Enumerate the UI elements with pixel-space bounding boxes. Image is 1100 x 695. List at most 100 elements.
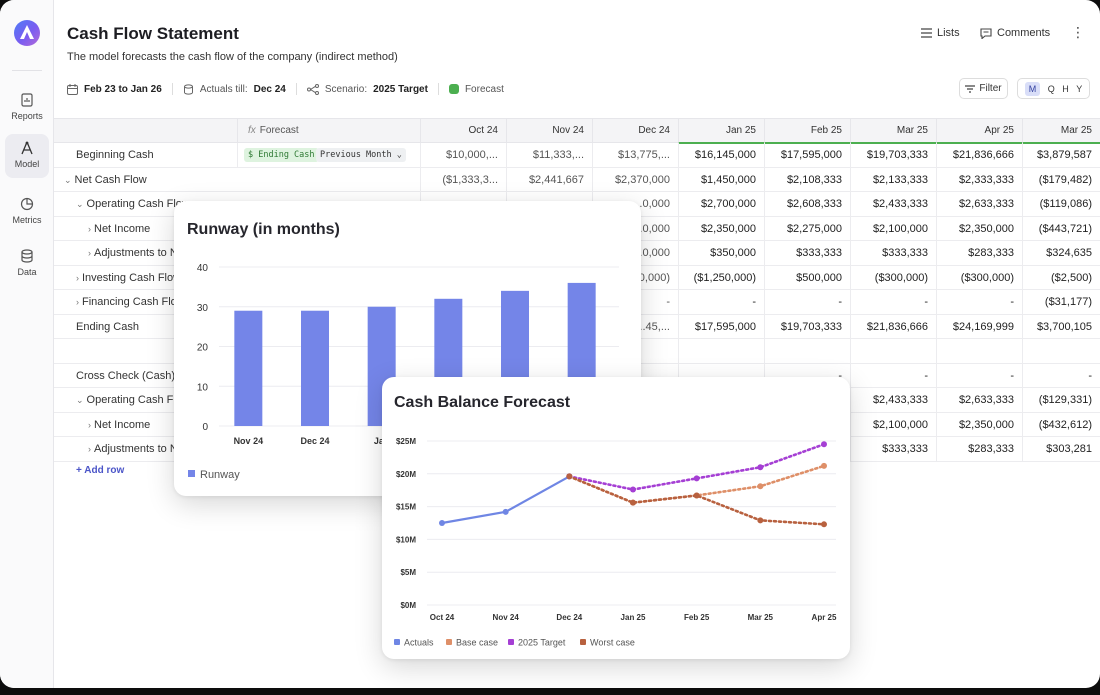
table-cell[interactable]: $283,333: [936, 241, 1022, 265]
nav-metrics[interactable]: Metrics: [5, 190, 49, 234]
formula-function-chip[interactable]: Previous Month ⌄: [316, 148, 406, 162]
data-point[interactable]: [566, 473, 573, 480]
row-label[interactable]: › Net Income: [88, 217, 150, 241]
formula-ref-chip[interactable]: $ Ending Cash: [244, 148, 319, 162]
nav-model[interactable]: Model: [5, 134, 49, 178]
table-cell[interactable]: $2,441,667: [506, 167, 592, 192]
table-cell[interactable]: $2,100,000: [850, 412, 936, 437]
col-header[interactable]: Nov 24: [506, 119, 592, 143]
table-cell[interactable]: $350,000: [678, 241, 764, 265]
table-cell[interactable]: ($432,612): [1022, 412, 1100, 437]
table-cell[interactable]: $2,700,000: [678, 192, 764, 216]
table-cell[interactable]: $17,595,000: [764, 143, 850, 167]
table-cell[interactable]: $24,169,999: [936, 314, 1022, 339]
row-label[interactable]: › Net Income: [88, 413, 150, 437]
row-label[interactable]: ⌄ Operating Cash Flow: [76, 192, 190, 216]
table-cell[interactable]: $2,350,000: [936, 412, 1022, 437]
table-cell[interactable]: [1022, 339, 1100, 363]
data-point[interactable]: [821, 462, 827, 469]
row-label[interactable]: › Investing Cash Flow: [76, 266, 181, 290]
table-cell[interactable]: $21,836,666: [850, 314, 936, 339]
col-header[interactable]: Mar 25: [1022, 119, 1100, 144]
row-label[interactable]: ⌄ Net Cash Flow: [64, 168, 147, 192]
table-cell[interactable]: $2,350,000: [936, 216, 1022, 241]
table-cell[interactable]: -: [936, 363, 1022, 388]
table-cell[interactable]: ($1,333,3...: [420, 167, 506, 192]
period-month[interactable]: M: [1024, 81, 1041, 96]
col-header[interactable]: Jan 25: [678, 119, 764, 144]
table-cell[interactable]: -: [764, 363, 850, 388]
lists-button[interactable]: Lists: [921, 27, 960, 39]
comments-button[interactable]: Comments: [980, 27, 1050, 39]
table-cell[interactable]: ($1,250,000): [678, 265, 764, 290]
table-cell[interactable]: [850, 339, 936, 363]
period-quarter[interactable]: Q: [1047, 83, 1055, 94]
table-cell[interactable]: $1,450,000: [678, 167, 764, 192]
table-cell[interactable]: $13,775,...: [592, 143, 678, 167]
app-logo[interactable]: [14, 20, 40, 46]
chevron-right-icon[interactable]: ›: [88, 419, 91, 430]
chevron-down-icon[interactable]: ⌄: [76, 395, 84, 405]
table-cell[interactable]: ($300,000): [936, 265, 1022, 290]
table-cell[interactable]: $2,333,333: [936, 167, 1022, 192]
table-cell[interactable]: $500,000: [764, 265, 850, 290]
col-header[interactable]: Feb 25: [764, 119, 850, 144]
col-header[interactable]: Oct 24: [420, 119, 506, 143]
filter-button[interactable]: Filter: [959, 78, 1008, 99]
chevron-right-icon[interactable]: ›: [88, 223, 91, 234]
data-point[interactable]: [757, 483, 764, 490]
table-cell[interactable]: $2,133,333: [850, 167, 936, 192]
table-cell[interactable]: $2,433,333: [850, 388, 936, 412]
chevron-right-icon[interactable]: ›: [76, 297, 79, 307]
table-cell[interactable]: $2,370,000: [592, 167, 678, 192]
runway-bar[interactable]: [234, 310, 263, 426]
col-header[interactable]: Apr 25: [936, 119, 1022, 144]
table-cell[interactable]: $2,633,333: [936, 192, 1022, 216]
table-cell[interactable]: $3,700,105: [1022, 314, 1100, 339]
formula-cell[interactable]: $ Ending Cash Previous Month ⌄: [237, 143, 420, 167]
table-cell[interactable]: $2,608,333: [764, 192, 850, 216]
chevron-right-icon[interactable]: ›: [76, 272, 79, 283]
table-cell[interactable]: $21,836,666: [936, 143, 1022, 167]
runway-bar[interactable]: [301, 310, 329, 426]
period-half[interactable]: H: [1062, 83, 1069, 94]
actuals-value[interactable]: Dec 24: [253, 83, 286, 95]
table-cell[interactable]: [678, 339, 764, 363]
table-cell[interactable]: $324,635: [1022, 241, 1100, 265]
row-label[interactable]: › Adjustments to N: [88, 241, 178, 265]
table-cell[interactable]: ($2,500): [1022, 265, 1100, 290]
table-cell[interactable]: [678, 363, 764, 388]
table-cell[interactable]: $333,333: [850, 437, 936, 461]
table-cell[interactable]: [764, 339, 850, 363]
data-point[interactable]: [502, 508, 509, 515]
table-cell[interactable]: ($119,086): [1022, 192, 1100, 216]
table-cell[interactable]: $19,703,333: [764, 314, 850, 339]
table-cell[interactable]: $2,275,000: [764, 216, 850, 241]
data-point[interactable]: [630, 486, 636, 493]
table-cell[interactable]: -: [850, 290, 936, 314]
table-cell[interactable]: ($443,721): [1022, 216, 1100, 241]
table-cell[interactable]: $10,000,...: [420, 143, 506, 167]
table-cell[interactable]: -: [678, 290, 764, 314]
col-header[interactable]: Dec 24: [592, 119, 678, 143]
data-point[interactable]: [757, 464, 764, 471]
table-cell[interactable]: [936, 339, 1022, 363]
chevron-down-icon[interactable]: ⌄: [76, 199, 84, 209]
row-label[interactable]: Ending Cash: [76, 315, 139, 339]
table-cell[interactable]: $11,333,...: [506, 143, 592, 167]
table-cell[interactable]: $2,350,000: [678, 216, 764, 241]
table-cell[interactable]: $17,595,000: [678, 314, 764, 339]
data-point[interactable]: [821, 441, 827, 448]
table-cell[interactable]: -: [936, 290, 1022, 314]
row-label[interactable]: ⌄ Operating Cash Flow: [76, 388, 190, 412]
row-label[interactable]: › Financing Cash Flow: [76, 290, 185, 314]
data-point[interactable]: [693, 475, 700, 482]
add-row-button[interactable]: + Add row: [76, 465, 125, 476]
data-point[interactable]: [821, 521, 827, 528]
table-cell[interactable]: $16,145,000: [678, 143, 764, 167]
table-cell[interactable]: $2,100,000: [850, 216, 936, 241]
table-cell[interactable]: $2,433,333: [850, 192, 936, 216]
table-cell[interactable]: $283,333: [936, 437, 1022, 461]
row-label[interactable]: › Adjustments to N: [88, 437, 178, 461]
period-year[interactable]: Y: [1076, 83, 1083, 94]
